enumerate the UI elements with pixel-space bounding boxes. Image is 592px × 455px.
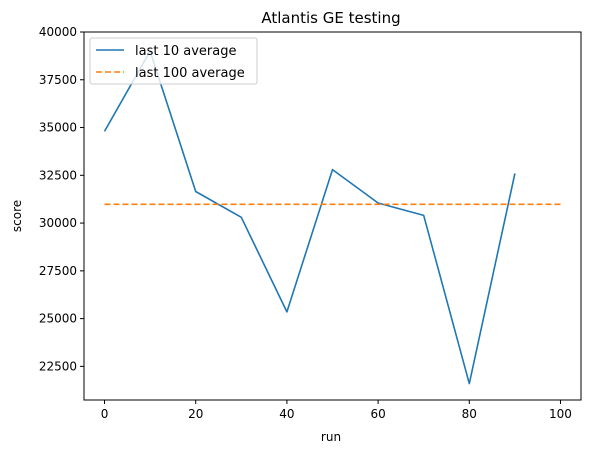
x-axis-ticks: 0 20 40 60 80 100: [101, 400, 572, 421]
series-line-last-10-average: [103, 50, 516, 385]
x-axis-label: run: [321, 430, 341, 444]
x-tick-label: 100: [549, 407, 572, 421]
series-layer: [103, 50, 561, 385]
y-tick-label: 32500: [39, 168, 77, 182]
x-tick-label: 80: [462, 407, 477, 421]
y-tick-label: 30000: [39, 216, 77, 230]
y-tick-label: 40000: [39, 25, 77, 39]
x-tick-label: 20: [188, 407, 203, 421]
x-tick-label: 60: [370, 407, 385, 421]
chart-title: Atlantis GE testing: [261, 9, 400, 27]
y-tick-label: 22500: [39, 359, 77, 373]
legend: last 10 average last 100 average: [89, 37, 258, 85]
plot-area: [84, 32, 581, 400]
y-axis-label: score: [10, 200, 24, 232]
y-tick-label: 35000: [39, 121, 77, 135]
y-tick-label: 27500: [39, 264, 77, 278]
legend-box: [89, 37, 258, 85]
plot-frame: [83, 31, 582, 401]
legend-label-last-10-average: last 10 average: [135, 44, 236, 59]
x-tick-label: 40: [279, 407, 294, 421]
y-axis-ticks: 22500 25000 27500 30000 32500 35000 37500 40000: [39, 25, 84, 373]
x-tick-label: 0: [101, 407, 109, 421]
legend-label-last-100-average: last 100 average: [135, 66, 245, 81]
y-tick-label: 37500: [39, 73, 77, 87]
y-tick-label: 25000: [39, 312, 77, 326]
